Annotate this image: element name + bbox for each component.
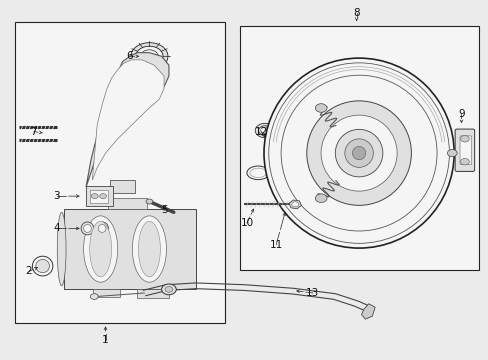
Text: 2: 2	[25, 266, 32, 276]
Ellipse shape	[36, 260, 49, 273]
Text: 7: 7	[30, 127, 37, 136]
Text: 10: 10	[240, 218, 253, 228]
Ellipse shape	[352, 147, 365, 160]
Circle shape	[90, 294, 98, 300]
Text: 1: 1	[102, 334, 109, 345]
Circle shape	[260, 127, 269, 134]
Circle shape	[315, 104, 326, 112]
Ellipse shape	[268, 63, 448, 243]
Polygon shape	[108, 198, 147, 209]
Ellipse shape	[81, 222, 94, 235]
Text: 12: 12	[254, 127, 267, 136]
Text: 3: 3	[53, 191, 60, 201]
Circle shape	[460, 135, 468, 142]
Ellipse shape	[89, 221, 111, 277]
Polygon shape	[361, 304, 374, 319]
Circle shape	[447, 149, 456, 157]
Circle shape	[291, 202, 298, 207]
Polygon shape	[86, 53, 168, 187]
Polygon shape	[93, 289, 120, 297]
Ellipse shape	[281, 75, 436, 231]
Ellipse shape	[96, 222, 108, 235]
Circle shape	[141, 50, 158, 63]
Ellipse shape	[98, 225, 106, 232]
FancyBboxPatch shape	[86, 186, 113, 206]
Circle shape	[146, 199, 153, 204]
Text: 5: 5	[161, 206, 167, 216]
Polygon shape	[92, 60, 163, 180]
Circle shape	[164, 287, 172, 292]
Bar	[239, 26, 478, 270]
Ellipse shape	[264, 58, 453, 248]
Ellipse shape	[321, 115, 396, 191]
Ellipse shape	[83, 216, 118, 282]
FancyBboxPatch shape	[459, 136, 471, 165]
Circle shape	[91, 194, 98, 199]
Text: 6: 6	[126, 51, 133, 61]
Circle shape	[100, 194, 106, 199]
Polygon shape	[110, 180, 135, 193]
Ellipse shape	[344, 139, 372, 167]
Ellipse shape	[57, 212, 66, 286]
Polygon shape	[64, 209, 195, 289]
Text: 9: 9	[457, 109, 464, 119]
Ellipse shape	[132, 216, 166, 282]
Ellipse shape	[83, 225, 91, 232]
Text: 8: 8	[353, 8, 359, 18]
Bar	[90, 190, 108, 203]
Circle shape	[315, 194, 326, 203]
Circle shape	[460, 158, 468, 165]
Bar	[15, 22, 224, 323]
Text: 11: 11	[269, 239, 282, 249]
Ellipse shape	[306, 101, 410, 205]
Circle shape	[161, 284, 176, 295]
Text: 4: 4	[53, 224, 60, 233]
Polygon shape	[137, 289, 168, 298]
Ellipse shape	[335, 129, 382, 177]
Text: 13: 13	[305, 288, 319, 298]
Ellipse shape	[138, 221, 160, 277]
FancyBboxPatch shape	[454, 129, 474, 171]
